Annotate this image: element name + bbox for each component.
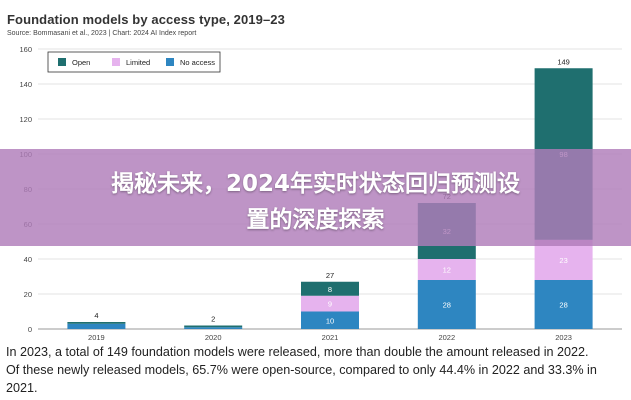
chart-caption: In 2023, a total of 149 foundation model… — [6, 343, 626, 397]
caption-line-1: In 2023, a total of 149 foundation model… — [6, 345, 589, 359]
legend-swatch-no-access — [166, 58, 174, 66]
total-label-2021: 27 — [326, 271, 334, 280]
segment-label-2021-limited: 9 — [328, 300, 332, 309]
bar-2022-no-access — [417, 280, 476, 329]
total-label-2019: 4 — [94, 311, 98, 320]
overlay-headline-line-2: 置的深度探索 — [246, 207, 385, 233]
segment-label-2021-open: 8 — [328, 285, 332, 294]
x-tick-label-2023: 2023 — [555, 333, 572, 342]
bar-2019-open — [67, 322, 126, 324]
overlay-headline-line-1: 揭秘未来，2024年实时状态回归预测设 — [110, 171, 520, 197]
y-tick-label-140: 140 — [19, 80, 32, 89]
y-tick-label-20: 20 — [24, 290, 32, 299]
legend-label-limited: Limited — [126, 58, 150, 67]
bar-2022-limited — [417, 259, 476, 280]
legend-box — [47, 51, 221, 73]
legend-swatch-open — [58, 58, 66, 66]
segment-label-2022-no-access: 28 — [443, 301, 451, 310]
bar-2021-limited — [301, 295, 359, 312]
bar-2023-no-access — [534, 280, 593, 329]
y-tick-label-0: 0 — [28, 325, 32, 334]
total-label-2023: 149 — [557, 57, 570, 66]
bar-2021-open — [301, 281, 359, 296]
bar-2020-no-access — [184, 327, 243, 329]
x-tick-label-2020: 2020 — [205, 333, 222, 342]
segment-label-2023-no-access: 28 — [559, 301, 567, 310]
legend-label-open: Open — [72, 58, 90, 67]
y-tick-label-40: 40 — [24, 255, 32, 264]
caption-line-2: Of these newly released models, 65.7% we… — [6, 363, 597, 377]
chart-source: Source: Bommasani et al., 2023 | Chart: … — [7, 30, 197, 37]
y-tick-label-160: 160 — [19, 45, 32, 54]
segment-label-2021-no-access: 10 — [326, 316, 334, 325]
y-tick-label-120: 120 — [19, 115, 32, 124]
bar-2021-no-access — [301, 311, 359, 329]
x-tick-label-2021: 2021 — [322, 333, 339, 342]
caption-line-3: 2021. — [6, 381, 38, 395]
bar-2020-open — [184, 325, 243, 328]
overlay-banner — [0, 149, 631, 246]
legend-swatch-limited — [112, 58, 120, 66]
total-label-2020: 2 — [211, 315, 215, 324]
bar-2019-no-access — [67, 323, 126, 329]
chart-title: Foundation models by access type, 2019–2… — [7, 12, 285, 27]
overlay-headline: 揭秘未来，2024年实时状态回归预测设 置的深度探索 — [0, 166, 631, 238]
x-tick-label-2019: 2019 — [88, 333, 105, 342]
segment-label-2023-limited: 23 — [559, 256, 567, 265]
legend-label-no-access: No access — [180, 58, 215, 67]
segment-label-2022-limited: 12 — [443, 266, 451, 275]
bar-2023-limited — [534, 239, 593, 280]
x-tick-label-2022: 2022 — [438, 333, 455, 342]
